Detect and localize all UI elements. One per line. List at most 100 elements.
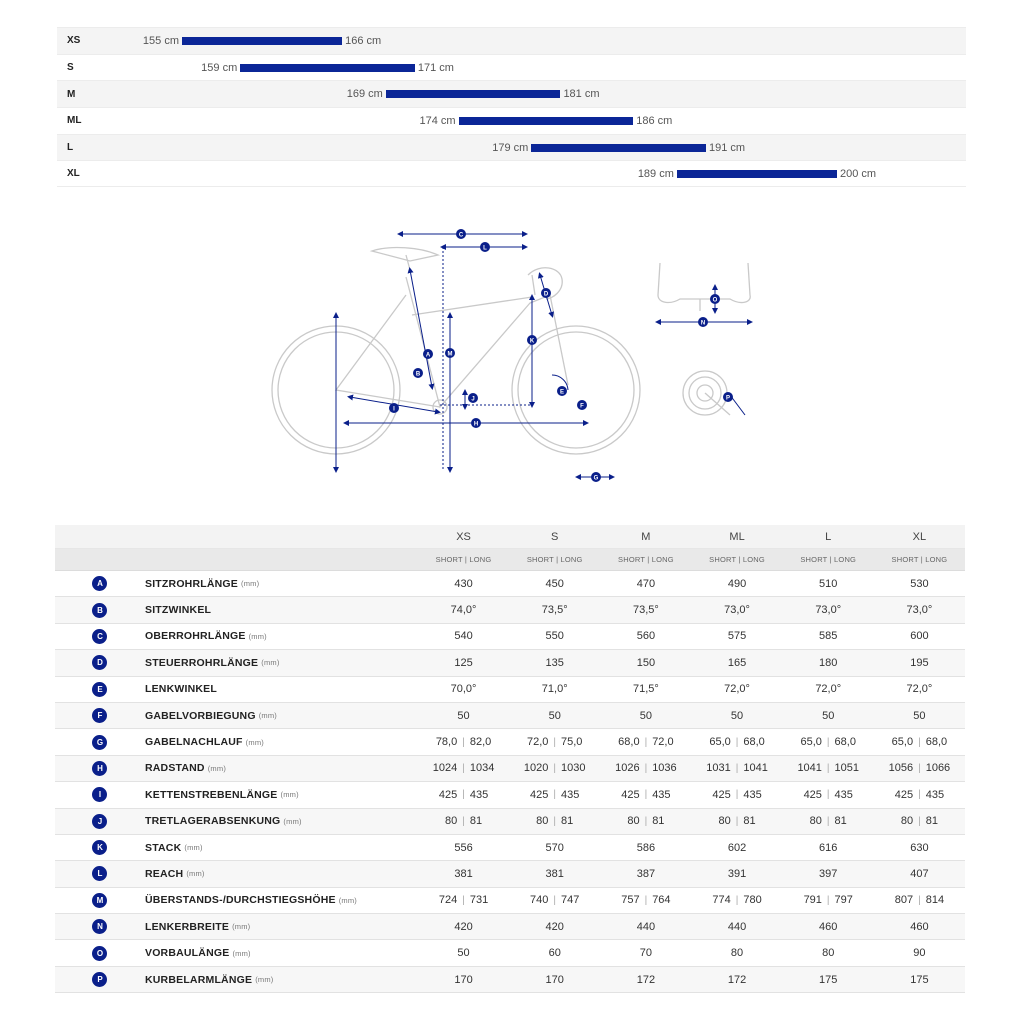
cell-separator: |	[826, 789, 830, 801]
row-unit: (mm)	[184, 843, 203, 853]
table-cell: 381	[545, 867, 564, 880]
table-row: J TRETLAGERABSENKUNG (mm) 80 | 81 80 | 81 80 | 81 80…	[55, 808, 965, 835]
row-name: GABELNACHLAUF (mm)	[145, 729, 418, 754]
size-range-bar	[240, 63, 415, 72]
cell-short-value: 807	[894, 894, 914, 907]
table-cell: 170	[454, 973, 473, 986]
row-unit: (mm)	[255, 975, 274, 985]
row-unit: (mm)	[248, 631, 267, 641]
cell-long-value: 797	[834, 894, 853, 907]
table-cell: 80	[730, 947, 744, 960]
cell-separator: |	[553, 762, 557, 774]
size-max-label: 200 cm	[840, 167, 877, 180]
row-name-text: LENKERBREITE	[144, 920, 230, 933]
row-name-text: VORBAULÄNGE	[144, 947, 230, 960]
cell-short-value: 65,0	[800, 736, 822, 749]
cell-short-value: 1020	[523, 762, 549, 775]
diagram-badge-b	[413, 368, 423, 378]
cell-short-value: 425	[530, 788, 549, 801]
row-unit: (mm)	[241, 579, 260, 589]
diagram-badge-j	[468, 393, 478, 403]
cell-short-value: 425	[621, 788, 640, 801]
row-badge-cell: N	[55, 914, 145, 939]
cell-short-value: 80	[900, 815, 914, 828]
letter-badge: P	[92, 972, 108, 988]
cell-separator: |	[462, 815, 465, 827]
table-row: L REACH (mm) 381 381 387 391 397 407	[55, 861, 965, 888]
size-max-label: 181 cm	[563, 88, 600, 101]
diagram-badge-text: K	[530, 339, 535, 345]
row-badge-cell: J	[55, 809, 145, 834]
row-name-text: OBERROHRLÄNGE	[144, 630, 246, 643]
size-max-label: 171 cm	[417, 61, 454, 74]
letter-badge: M	[92, 892, 108, 908]
cell-long-value: 1030	[561, 762, 586, 775]
cell-separator: |	[553, 736, 557, 748]
diagram-badge-i	[389, 403, 399, 413]
cell-long-value: 435	[925, 788, 945, 801]
table-cell: 430	[454, 577, 473, 590]
letter-badge: F	[92, 708, 108, 724]
row-name-text: GABELVORBIEGUNG	[144, 709, 256, 722]
cell-short-value: 791	[803, 894, 822, 907]
table-cell: 50	[822, 709, 835, 722]
row-unit: (mm)	[232, 922, 251, 932]
row-badge-cell: O	[55, 940, 145, 965]
cell-separator: |	[826, 815, 830, 827]
table-cell: 72,0 | 75,0	[509, 729, 600, 754]
table-row: O VORBAULÄNGE (mm) 50 60 70 80 80 90	[55, 940, 965, 967]
cell-separator: |	[735, 736, 739, 748]
table-cell: 550	[545, 630, 564, 643]
table-cell: 470	[636, 577, 656, 590]
diagram-badge-text: A	[426, 353, 431, 359]
table-cell: 65,0 | 68,0	[783, 729, 874, 754]
table-cell: 80 | 81	[600, 809, 691, 834]
cell-short-value: 1056	[888, 762, 914, 775]
table-cell: 50	[730, 709, 744, 722]
table-cell: 1056 | 1066	[874, 756, 965, 781]
size-row: ML 174 cm 186 cm	[57, 107, 966, 134]
row-unit: (mm)	[245, 737, 264, 747]
table-cell: 195	[910, 656, 929, 669]
table-cell: 460	[819, 920, 838, 933]
cell-short-value: 425	[438, 788, 458, 801]
table-row: A SITZROHRLÄNGE (mm) 430 450 470 490 510 530	[55, 571, 965, 598]
diagram-badge-text: C	[459, 233, 464, 239]
diagram-badge-p	[723, 392, 733, 402]
cell-long-value: 81	[925, 815, 938, 828]
size-label: ML	[67, 115, 82, 127]
size-label: L	[67, 142, 74, 154]
diagram-badge-c	[456, 229, 466, 239]
table-cell: 80 | 81	[783, 809, 874, 834]
size-max-label: 186 cm	[636, 114, 673, 127]
cell-separator: |	[553, 789, 557, 801]
diagram-badge-k	[527, 335, 537, 345]
row-name: TRETLAGERABSENKUNG (mm)	[145, 809, 418, 834]
table-row: H RADSTAND (mm) 1024 | 1034 1020 | 1030 1026 | 1036…	[55, 755, 965, 783]
table-cell: 172	[636, 973, 656, 986]
cell-separator: |	[644, 789, 648, 801]
size-row: L 179 cm 191 cm	[57, 133, 966, 161]
short-long-header: SHORT | LONG	[435, 555, 492, 564]
size-column-header: XS	[456, 530, 471, 543]
table-cell: 60	[548, 947, 561, 960]
size-range-bar	[458, 117, 634, 126]
row-name-text: LENKWINKEL	[144, 683, 217, 696]
diagram-badge-e	[557, 386, 567, 396]
table-cell: 425 | 435	[874, 782, 965, 807]
cell-short-value: 425	[803, 788, 822, 801]
cell-long-value: 82,0	[469, 736, 492, 749]
diagram-badge-a	[423, 349, 433, 359]
table-cell: 70,0°	[450, 683, 477, 696]
table-row: I KETTENSTREBENLÄNGE (mm) 425 | 435 425 | 435 425…	[55, 782, 965, 809]
size-min-label: 159 cm	[201, 61, 238, 74]
diagram-badge-d	[541, 288, 551, 298]
cell-long-value: 81	[834, 815, 847, 828]
geometry-table: XS S M ML L XL SHORT | LONG SHORT | LONG SHORT …	[55, 525, 965, 994]
cell-separator: |	[735, 789, 739, 801]
table-cell: 73,0°	[815, 604, 842, 617]
size-row: XL 189 cm 200 cm	[57, 160, 966, 188]
cell-short-value: 80	[809, 815, 822, 828]
cell-long-value: 747	[561, 894, 580, 907]
row-unit: (mm)	[283, 816, 302, 826]
